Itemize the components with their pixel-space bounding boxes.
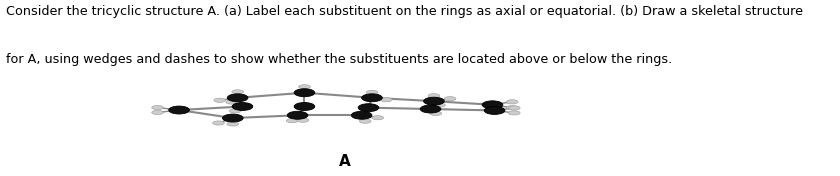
- Ellipse shape: [232, 90, 244, 94]
- Ellipse shape: [287, 111, 308, 119]
- Ellipse shape: [297, 118, 309, 122]
- Ellipse shape: [508, 111, 520, 115]
- Ellipse shape: [508, 106, 520, 110]
- Ellipse shape: [223, 114, 243, 122]
- Ellipse shape: [430, 111, 442, 116]
- Text: Consider the tricyclic structure A. (a) Label each substituent on the rings as a: Consider the tricyclic structure A. (a) …: [6, 5, 802, 18]
- Ellipse shape: [433, 103, 445, 107]
- Ellipse shape: [420, 105, 441, 113]
- Ellipse shape: [428, 94, 440, 98]
- Ellipse shape: [351, 111, 372, 119]
- Ellipse shape: [169, 106, 189, 114]
- Ellipse shape: [423, 97, 444, 105]
- Ellipse shape: [214, 98, 226, 102]
- Ellipse shape: [507, 100, 518, 104]
- Ellipse shape: [507, 106, 518, 110]
- Ellipse shape: [294, 89, 315, 97]
- Ellipse shape: [229, 109, 241, 113]
- Ellipse shape: [366, 90, 378, 95]
- Ellipse shape: [226, 100, 238, 104]
- Ellipse shape: [372, 116, 384, 120]
- Ellipse shape: [294, 103, 315, 111]
- Text: for A, using wedges and dashes to show whether the substituents are located abov: for A, using wedges and dashes to show w…: [6, 53, 672, 66]
- Ellipse shape: [358, 104, 379, 112]
- Ellipse shape: [482, 101, 503, 109]
- Text: A: A: [339, 154, 350, 169]
- Ellipse shape: [213, 121, 224, 125]
- Ellipse shape: [360, 119, 371, 123]
- Ellipse shape: [444, 97, 456, 101]
- Ellipse shape: [152, 110, 164, 115]
- Ellipse shape: [484, 106, 505, 114]
- Ellipse shape: [298, 85, 310, 89]
- Ellipse shape: [227, 122, 239, 126]
- Ellipse shape: [152, 105, 164, 110]
- Ellipse shape: [381, 98, 392, 102]
- Ellipse shape: [286, 119, 298, 123]
- Ellipse shape: [232, 103, 253, 111]
- Ellipse shape: [361, 94, 382, 102]
- Ellipse shape: [228, 94, 248, 102]
